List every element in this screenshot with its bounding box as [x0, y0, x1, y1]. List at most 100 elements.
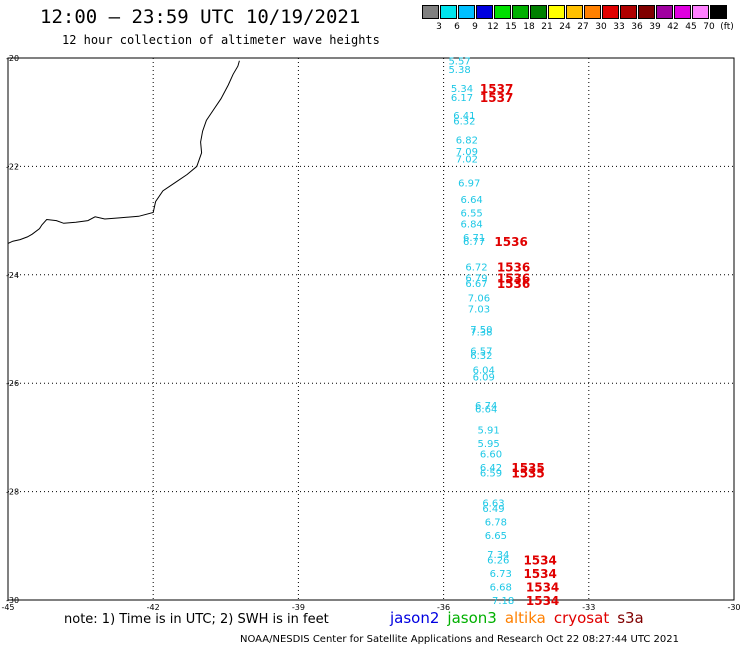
lat-tick-label: -26 — [6, 379, 19, 388]
wave-height-value: 6.59 — [480, 469, 502, 480]
wave-height-value: 6.32 — [453, 116, 475, 127]
legend-item-s3a: s3a — [617, 609, 644, 627]
wave-height-value: 6.77 — [463, 237, 485, 248]
lon-tick-label: -33 — [582, 603, 595, 612]
wave-height-value: 6.79 — [465, 274, 487, 285]
scale-swatch — [674, 5, 691, 19]
wave-height-value: 7.34 — [487, 550, 509, 561]
lon-tick-label: -30 — [727, 603, 740, 612]
satellite-legend: jason2 jason3 altika cryosat s3a — [390, 609, 652, 627]
wave-height-value: 6.26 — [487, 555, 509, 566]
wave-height-value: 6.68 — [490, 582, 512, 593]
scale-label: 30 — [595, 22, 607, 32]
scale-swatch — [620, 5, 637, 19]
scale-label: 21 — [541, 22, 553, 32]
scale-label: 9 — [472, 22, 478, 32]
lat-tick-label: -22 — [6, 162, 19, 171]
wave-height-value: 5.38 — [448, 65, 470, 76]
cycle-number-label: 1536 — [497, 261, 530, 275]
wave-height-labels: 5.575.385.346.176.416.326.827.097.026.97… — [448, 57, 514, 607]
wave-height-value: 6.72 — [465, 263, 487, 274]
lon-tick-label: -45 — [1, 603, 14, 612]
wave-height-value: 6.17 — [451, 93, 473, 104]
wave-height-value: 6.73 — [490, 569, 512, 580]
wave-height-value: 5.91 — [477, 425, 499, 436]
map-grid — [7, 57, 735, 601]
scale-swatch — [566, 5, 583, 19]
footer-credit: NOAA/NESDIS Center for Satellite Applica… — [240, 634, 679, 645]
wave-height-value: 7.38 — [470, 328, 492, 339]
wave-height-value: 6.71 — [463, 233, 485, 244]
scale-swatch — [458, 5, 475, 19]
wave-height-value: 6.82 — [456, 135, 478, 146]
wave-height-value: 5.34 — [451, 84, 473, 95]
wave-height-value: 6.78 — [485, 517, 507, 528]
cycle-number-label: 1536 — [497, 277, 530, 291]
cycle-number-label: 1535 — [511, 461, 544, 475]
wave-height-value: 6.41 — [453, 111, 475, 122]
cycle-labels: 1537153715361536153615361535153515341534… — [480, 82, 559, 608]
wave-height-value: 6.42 — [480, 463, 502, 474]
scale-swatch — [710, 5, 727, 19]
scale-swatch — [530, 5, 547, 19]
cycle-number-label: 1534 — [523, 567, 556, 581]
axis-ticks: -45 -42 -39 -36 -33 -30 -20 -22 -24 -26 -28 -30 — [1, 54, 740, 612]
scale-label: 15 — [505, 22, 517, 32]
lon-tick-label: -36 — [437, 603, 450, 612]
scale-swatch — [548, 5, 565, 19]
scale-swatch — [638, 5, 655, 19]
wave-height-value: 6.04 — [473, 366, 495, 377]
scale-label: 42 — [667, 22, 679, 32]
cycle-number-label: 1535 — [511, 467, 544, 481]
wave-height-value: 7.03 — [468, 304, 490, 315]
legend-item-cryosat: cryosat — [553, 609, 610, 627]
cycle-number-label: 1537 — [480, 91, 513, 105]
scale-label: 12 — [487, 22, 499, 32]
scale-label: 33 — [613, 22, 625, 32]
coastline-path — [7, 60, 240, 244]
footer-note: note: 1) Time is in UTC; 2) SWH is in fe… — [64, 612, 329, 627]
scale-label: 70 — [703, 22, 715, 32]
scale-swatch — [476, 5, 493, 19]
scale-swatch — [692, 5, 709, 19]
scale-label: 18 — [523, 22, 535, 32]
lon-tick-label: -39 — [292, 603, 305, 612]
map-title: 12:00 — 23:59 UTC 10/19/2021 — [40, 6, 361, 28]
wave-height-value: 6.57 — [470, 347, 492, 358]
wave-height-value: 6.60 — [480, 450, 502, 461]
wave-height-value: 6.65 — [485, 531, 507, 542]
wave-height-value: 7.02 — [456, 154, 478, 165]
scale-swatch — [440, 5, 457, 19]
scale-label: 3 — [436, 22, 442, 32]
wave-height-color-scale: 3 6 9 12 15 18 21 24 27 30 33 36 39 42 45 70 (ft) — [422, 5, 734, 35]
wave-height-value: 5.57 — [448, 57, 470, 68]
wave-height-value: 7.09 — [456, 147, 478, 158]
scale-label: (ft) — [720, 22, 734, 32]
cycle-number-label: 1537 — [480, 82, 513, 96]
lat-tick-label: -30 — [6, 596, 19, 605]
cycle-number-label: 1536 — [494, 235, 527, 249]
coastline — [7, 60, 240, 244]
scale-swatch — [512, 5, 529, 19]
legend-item-altika: altika — [504, 609, 546, 627]
wave-height-value: 7.06 — [468, 294, 490, 305]
legend-item-jason3: jason3 — [447, 609, 497, 627]
scale-label: 24 — [559, 22, 571, 32]
cycle-number-label: 1534 — [526, 594, 559, 608]
scale-label: 27 — [577, 22, 589, 32]
scale-swatch — [602, 5, 619, 19]
wave-height-value: 6.64 — [475, 405, 497, 416]
cycle-number-label: 1534 — [526, 580, 559, 594]
scale-label: 39 — [649, 22, 661, 32]
scale-label: 6 — [454, 22, 460, 32]
wave-height-value: 6.32 — [470, 351, 492, 362]
cycle-number-label: 1536 — [497, 272, 530, 286]
lat-tick-label: -20 — [6, 54, 19, 63]
scale-swatch — [656, 5, 673, 19]
wave-height-value: 6.74 — [475, 401, 497, 412]
lon-tick-label: -42 — [147, 603, 160, 612]
scale-swatch — [422, 5, 439, 19]
wave-height-value: 6.63 — [482, 498, 504, 509]
wave-height-value: 6.09 — [473, 373, 495, 384]
